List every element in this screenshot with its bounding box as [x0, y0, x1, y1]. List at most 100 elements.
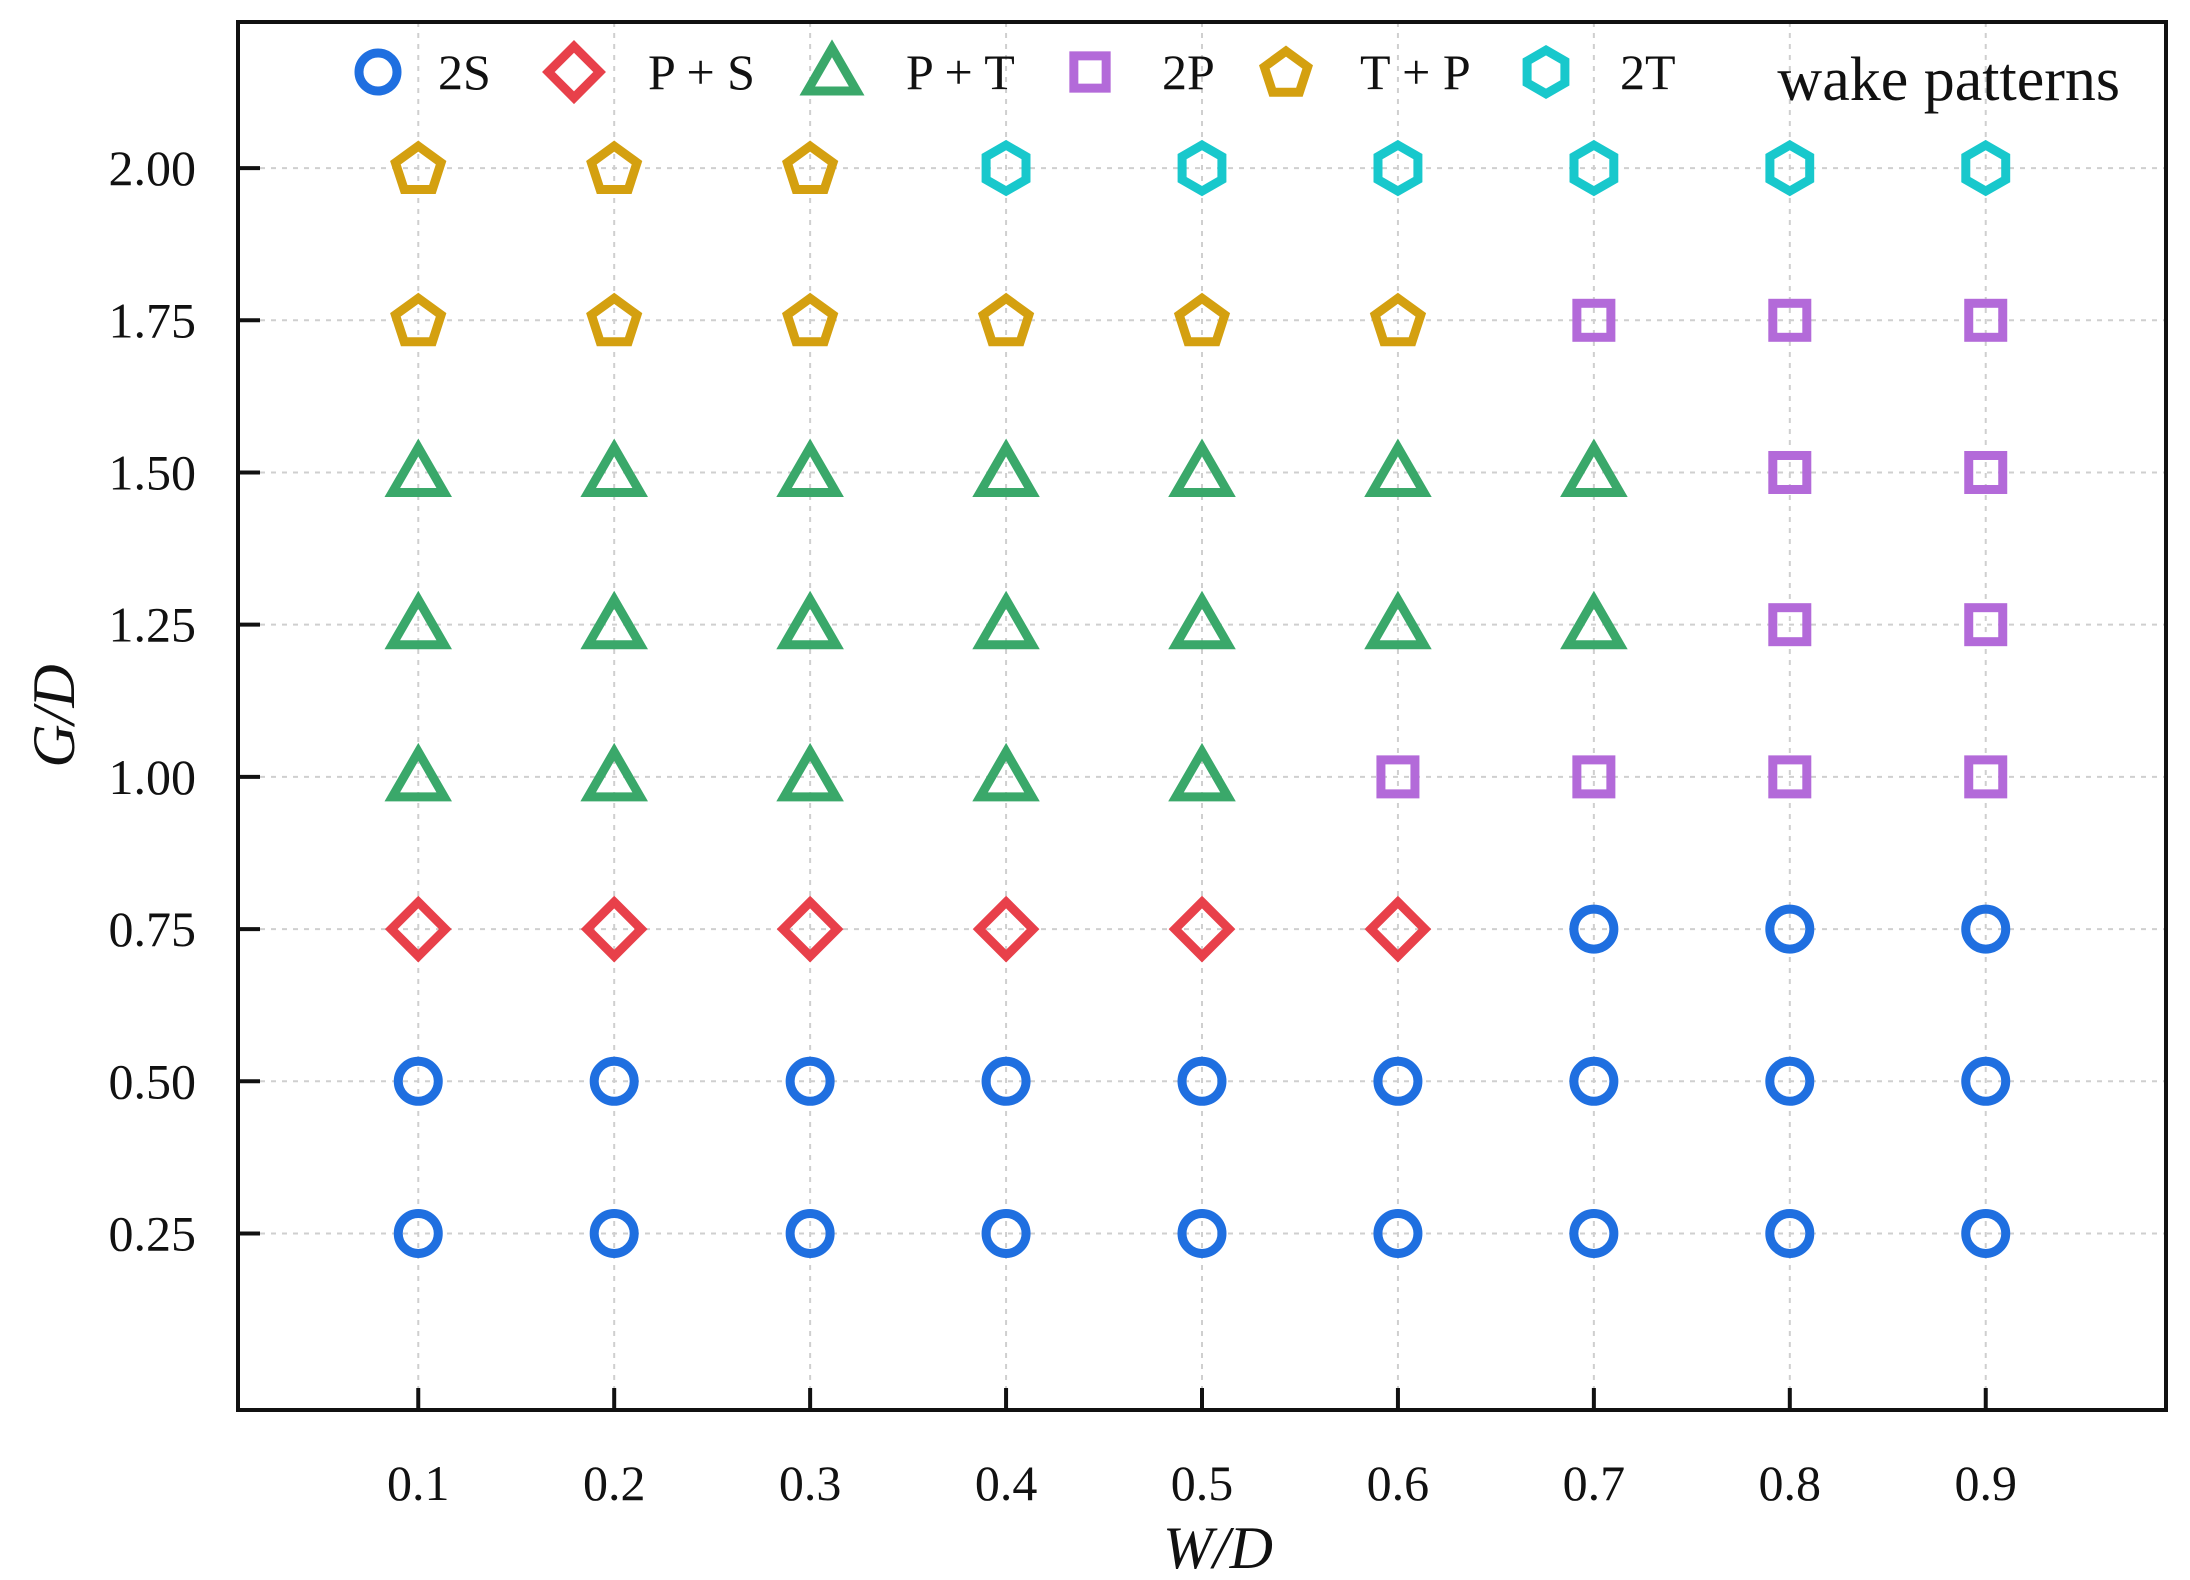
y-axis-title: G/D [21, 664, 87, 767]
triangle-marker [972, 438, 1040, 497]
triangle-marker [1168, 742, 1236, 802]
legend-label: P + T [906, 44, 1015, 100]
x-tick-label: 0.7 [1563, 1455, 1626, 1511]
pentagon-marker [1173, 292, 1231, 347]
square-marker [1768, 603, 1812, 647]
y-tick-label: 2.00 [109, 140, 197, 196]
triangle-marker [1364, 438, 1432, 497]
triangle-marker [776, 438, 844, 497]
triangle-marker [384, 438, 452, 497]
x-tick-label: 0.6 [1367, 1455, 1430, 1511]
pentagon-marker [782, 140, 839, 194]
circle-marker [589, 1208, 639, 1258]
pentagon-marker [782, 292, 839, 347]
triangle-marker [580, 590, 648, 650]
square-marker [1768, 298, 1812, 342]
legend-title: wake patterns [1777, 46, 2120, 114]
square-marker [1964, 298, 2008, 342]
diamond-marker [542, 40, 606, 105]
circle-marker [1569, 1208, 1619, 1258]
square-marker [1572, 755, 1616, 799]
grid-lines [238, 22, 2166, 1410]
hexagon-marker [1177, 139, 1227, 197]
y-tick-label: 0.25 [109, 1205, 197, 1261]
pentagon-marker [977, 292, 1035, 347]
square-marker [1376, 755, 1420, 799]
circle-marker [1177, 1208, 1227, 1258]
x-tick-label: 0.3 [779, 1455, 842, 1511]
x-tick-label: 0.1 [387, 1455, 450, 1511]
pentagon-marker [390, 140, 447, 194]
x-tick-label: 0.9 [1954, 1455, 2017, 1511]
diamond-marker [972, 895, 1040, 963]
circle-marker [1765, 1056, 1815, 1106]
circle-marker [1765, 1208, 1815, 1258]
y-tick-label: 1.00 [109, 749, 197, 805]
hexagon-marker [1569, 139, 1619, 197]
x-axis-title: W/D [1163, 1515, 1273, 1580]
y-tick-label: 1.75 [109, 292, 197, 348]
hexagon-marker [1961, 139, 2011, 197]
square-marker [1964, 603, 2008, 647]
y-tick-label: 1.50 [109, 444, 197, 500]
legend-label: 2S [438, 44, 491, 100]
triangle-marker [776, 590, 844, 650]
circle-marker [981, 1056, 1031, 1106]
x-tick-labels: 0.1 0.2 0.3 0.4 0.5 0.6 0.7 0.8 0.9 [387, 1455, 2017, 1511]
circle-marker [1961, 904, 2011, 954]
hexagon-marker [1373, 139, 1423, 197]
circle-marker [589, 1056, 639, 1106]
diamond-marker [384, 895, 452, 963]
triangle-marker [1168, 438, 1236, 497]
y-tick-label: 0.50 [109, 1053, 197, 1109]
diamond-marker [1364, 895, 1432, 963]
pentagon-marker [1259, 45, 1313, 97]
hexagon-marker [1522, 45, 1570, 99]
diamond-marker [776, 895, 844, 963]
y-tick-labels: 0.25 0.50 0.75 1.00 1.25 1.50 1.75 2.00 [109, 140, 197, 1261]
legend-label: P + S [648, 44, 755, 100]
triangle-marker [1168, 590, 1236, 650]
hexagon-marker [1765, 139, 1815, 197]
square-marker [1768, 755, 1812, 799]
circle-marker [393, 1208, 443, 1258]
circle-marker [1373, 1056, 1423, 1106]
circle-marker [785, 1056, 835, 1106]
data-points [384, 139, 2011, 1258]
circle-marker [393, 1056, 443, 1106]
triangle-marker [972, 742, 1040, 802]
axis-ticks [238, 166, 1988, 1410]
pentagon-marker [390, 292, 447, 347]
legend-label: 2T [1620, 44, 1676, 100]
square-marker [1572, 298, 1616, 342]
x-tick-label: 0.4 [975, 1455, 1038, 1511]
triangle-marker [384, 742, 452, 802]
y-tick-label: 1.25 [109, 597, 197, 653]
circle-marker [1373, 1208, 1423, 1258]
square-marker [1768, 450, 1812, 494]
triangle-marker [580, 742, 648, 802]
triangle-marker [799, 39, 865, 96]
pentagon-marker [586, 140, 643, 194]
triangle-marker [1560, 590, 1628, 650]
triangle-marker [776, 742, 844, 802]
diamond-marker [1168, 895, 1236, 963]
circle-marker [1765, 904, 1815, 954]
triangle-marker [384, 590, 452, 650]
pentagon-marker [1369, 292, 1427, 347]
pentagon-marker [586, 292, 643, 347]
circle-marker [354, 48, 402, 96]
y-tick-label: 0.75 [109, 901, 197, 957]
circle-marker [1961, 1208, 2011, 1258]
square-marker [1069, 51, 1111, 93]
circle-marker [1177, 1056, 1227, 1106]
circle-marker [1569, 904, 1619, 954]
x-tick-label: 0.2 [583, 1455, 646, 1511]
triangle-marker [580, 438, 648, 497]
circle-marker [1961, 1056, 2011, 1106]
hexagon-marker [981, 139, 1031, 197]
diamond-marker [580, 895, 648, 963]
x-tick-label: 0.5 [1171, 1455, 1234, 1511]
square-marker [1964, 755, 2008, 799]
